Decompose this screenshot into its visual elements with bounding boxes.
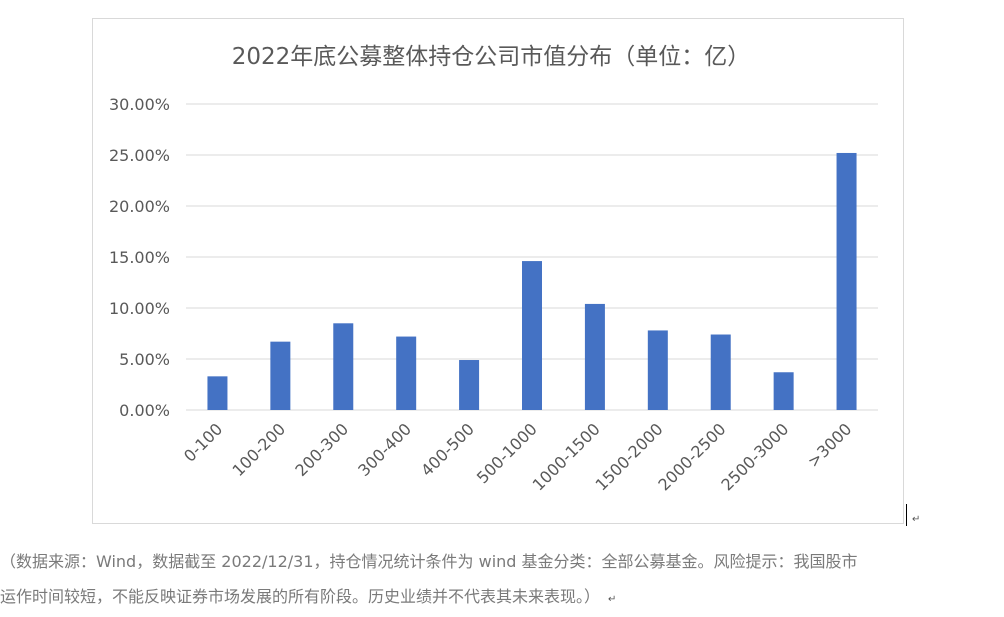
bar xyxy=(584,303,605,410)
bar xyxy=(270,341,291,410)
source-note: （数据来源：Wind，数据截至 2022/12/31，持仓情况统计条件为 win… xyxy=(0,544,1004,614)
bar xyxy=(647,330,668,410)
y-tick-label: 10.00% xyxy=(109,299,170,318)
bars xyxy=(207,152,857,410)
x-tick-label: 200-300 xyxy=(291,419,352,480)
x-tick-label: 0-100 xyxy=(180,419,226,465)
bar xyxy=(522,261,542,410)
y-tick-label: 25.00% xyxy=(109,146,170,165)
x-tick-label: >3000 xyxy=(804,419,856,471)
x-tick-label: 500-1000 xyxy=(473,419,541,487)
y-tick-label: 0.00% xyxy=(119,401,170,420)
y-tick-label: 5.00% xyxy=(119,350,170,369)
bar xyxy=(333,323,354,410)
x-tick-label: 400-500 xyxy=(417,419,478,480)
y-tick-label: 15.00% xyxy=(109,248,170,267)
x-tick-label: 2500-3000 xyxy=(717,419,792,494)
y-tick-label: 20.00% xyxy=(109,197,170,216)
y-tick-label: 30.00% xyxy=(109,95,170,114)
source-note-line-2: 运作时间较短，不能反映证券市场发展的所有阶段。历史业绩并不代表其未来表现。） ↵ xyxy=(0,579,1004,614)
y-axis-ticks: 0.00% 5.00% 10.00% 15.00% 20.00% 25.00% 30.00% xyxy=(109,95,170,420)
bar xyxy=(710,334,731,410)
x-axis-ticks: 0-100 100-200 200-300 300-400 400-500500-100… xyxy=(180,419,855,494)
bar xyxy=(773,372,794,410)
x-tick-label: 100-200 xyxy=(228,419,289,480)
bar xyxy=(207,376,228,410)
bar-chart: 2022年底公募整体持仓公司市值分布（单位：亿） 0.00% 5.00% 10.00… xyxy=(109,44,878,495)
chart-title: 2022年底公募整体持仓公司市值分布（单位：亿） xyxy=(232,44,751,70)
paragraph-mark: ↵ xyxy=(608,594,617,605)
chart-frame: 2022年底公募整体持仓公司市值分布（单位：亿） 0.00% 5.00% 10.00… xyxy=(92,18,904,524)
bar xyxy=(396,336,417,410)
bar xyxy=(836,152,857,410)
x-tick-label: 300-400 xyxy=(354,419,415,480)
source-note-line-1: （数据来源：Wind，数据截至 2022/12/31，持仓情况统计条件为 win… xyxy=(0,552,858,571)
bar xyxy=(459,360,480,410)
paragraph-mark: ↵ xyxy=(912,514,921,525)
source-note-line-2-text: 运作时间较短，不能反映证券市场发展的所有阶段。历史业绩并不代表其未来表现。） xyxy=(0,587,601,606)
text-cursor xyxy=(906,504,907,526)
